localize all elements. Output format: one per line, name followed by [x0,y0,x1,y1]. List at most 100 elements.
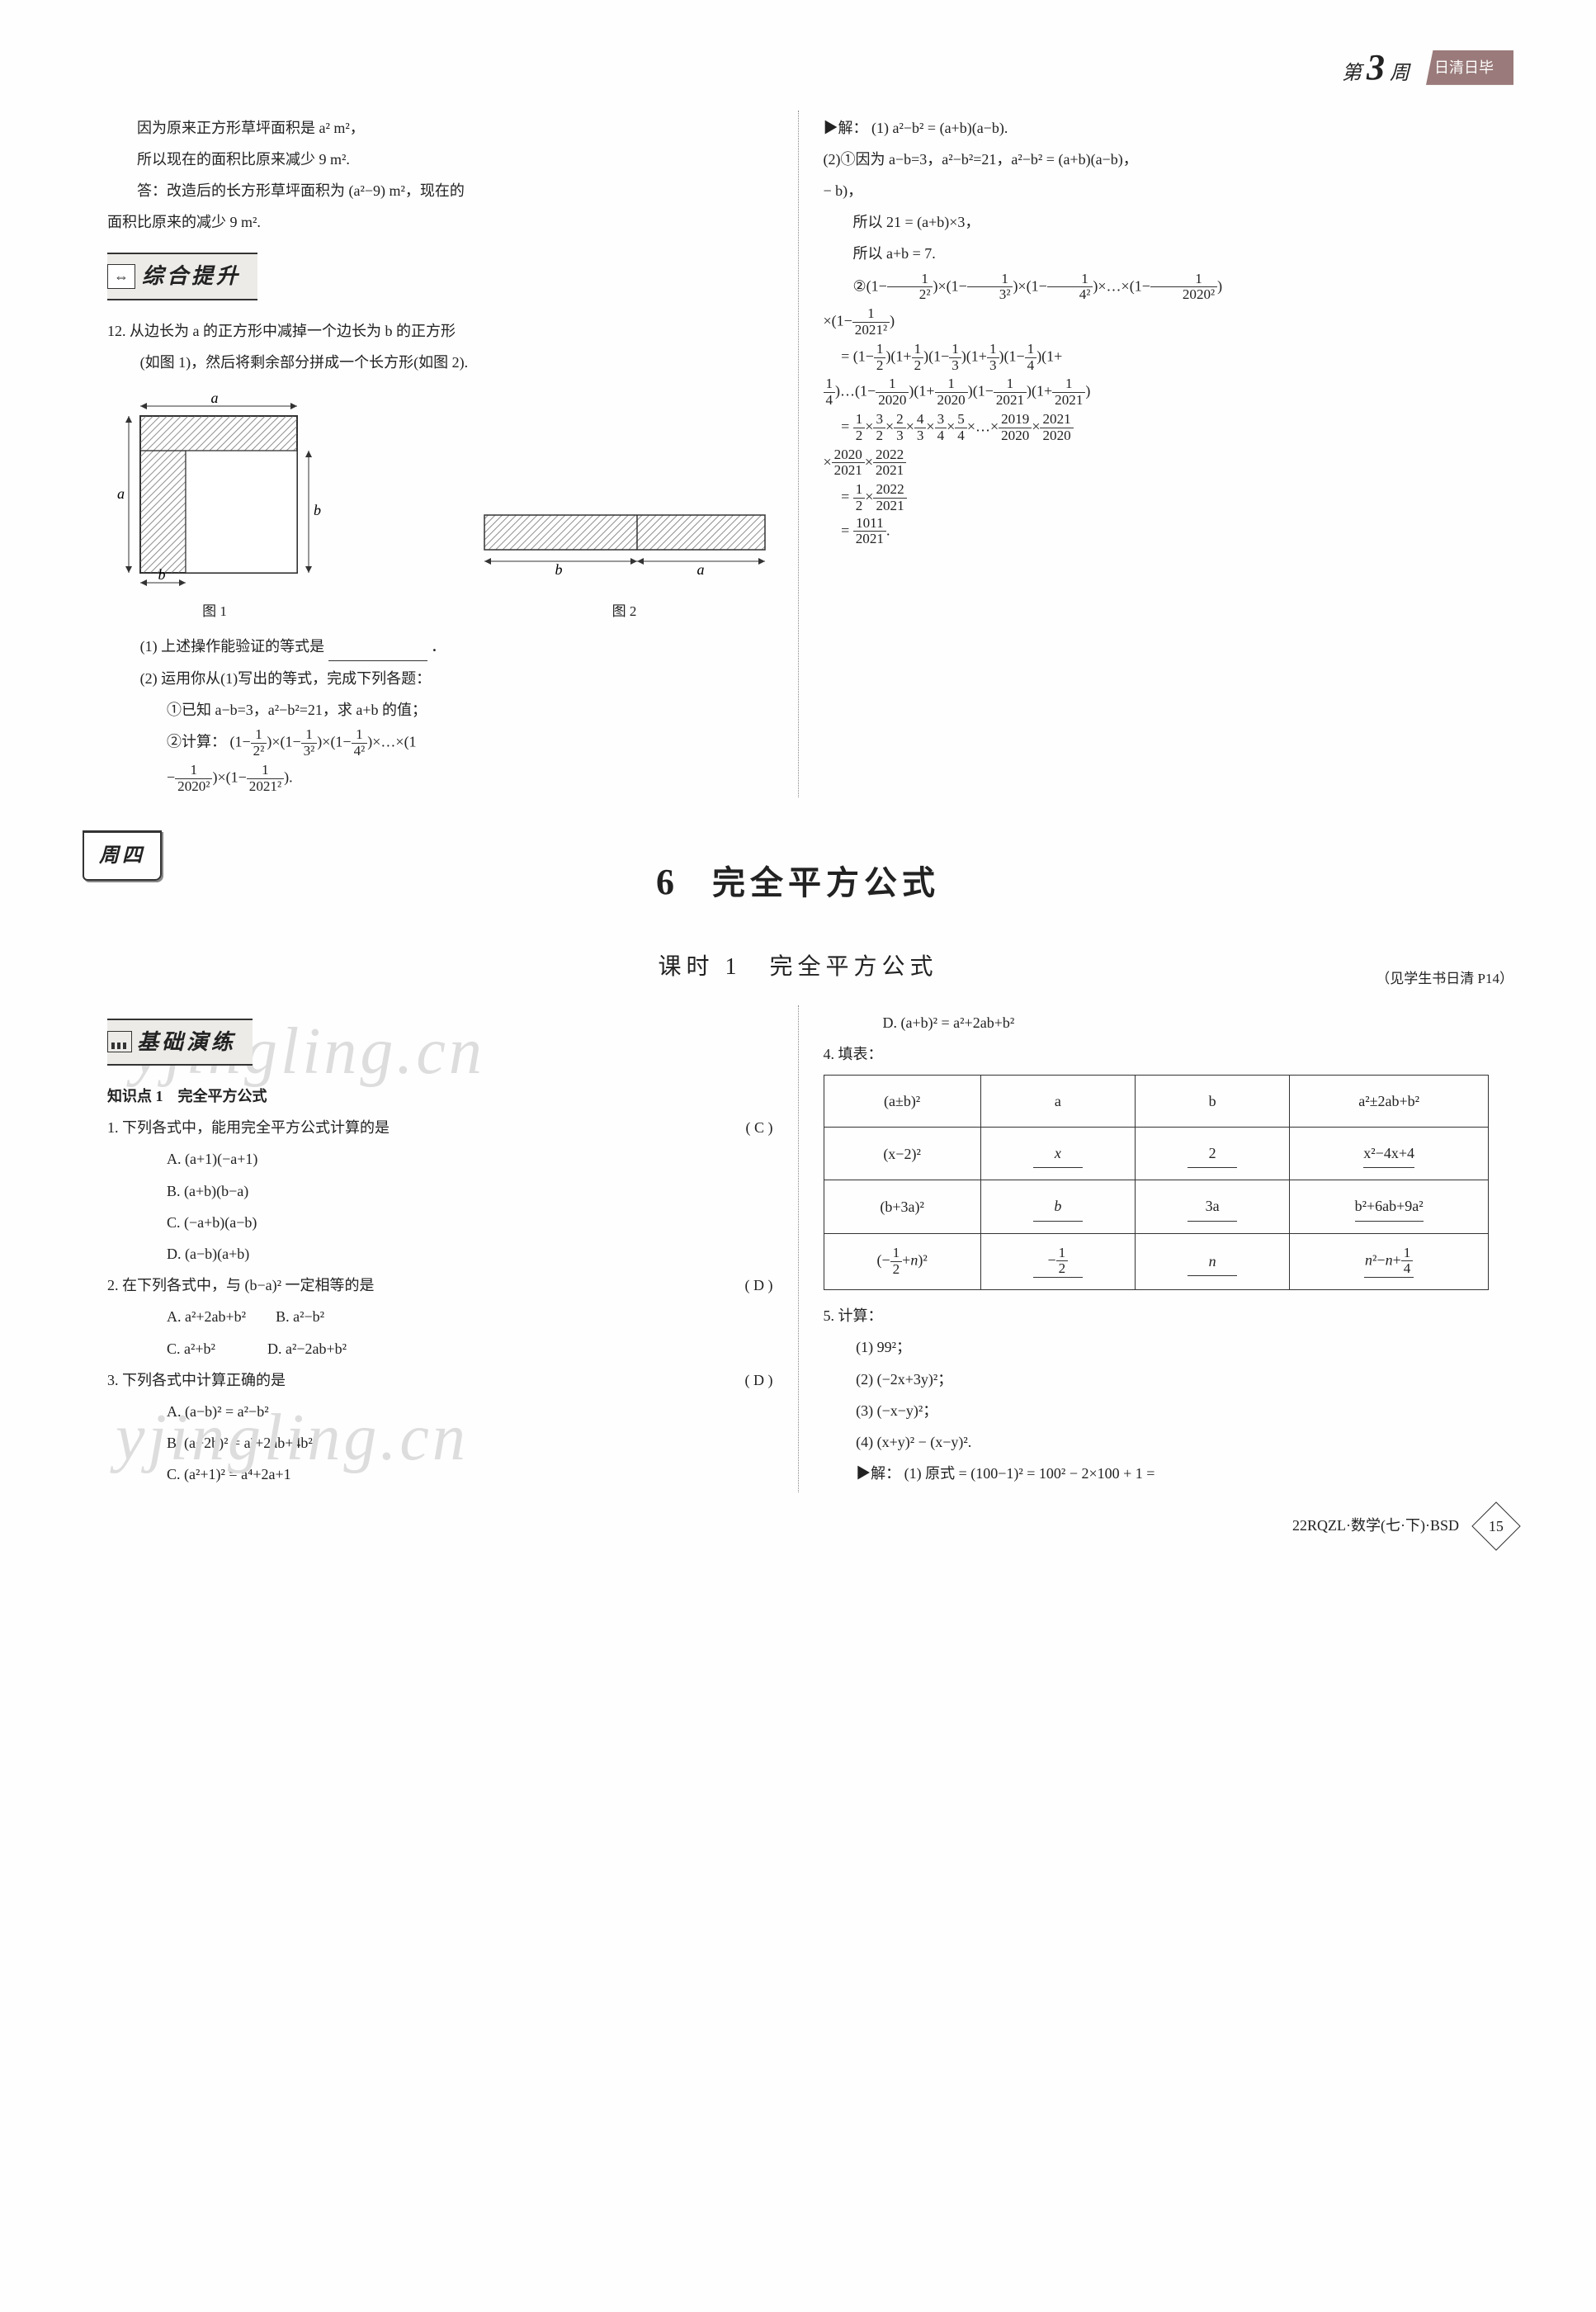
cell: (b+3a)² [824,1180,980,1233]
q5-2: (2) (−2x+3y)²； [824,1365,1490,1393]
q1-ans: ( C ) [746,1113,773,1142]
th: (a±b)² [824,1076,980,1128]
svg-text:b: b [158,566,166,583]
q12-part1: (1) 上述操作能验证的等式是 ． [107,632,773,661]
upper-right-col: ▶解： (1) a²−b² = (a+b)(a−b). (2)①因为 a−b=3… [799,111,1514,798]
q1-B: B. (a+b)(b−a) [107,1177,773,1205]
upper-columns: 因为原来正方形草坪面积是 a² m²， 所以现在的面积比原来减少 9 m². 答… [83,111,1513,798]
cell: n²−n+14 [1290,1233,1489,1290]
dot: . [886,522,890,538]
footer-code: 22RQZL·数学(七·下)·BSD [1292,1511,1459,1539]
q12-stem2: (如图 1)，然后将剩余部分拼成一个长方形(如图 2). [107,348,773,376]
week-number: 3 [1367,47,1385,87]
svg-text:a: a [696,561,704,578]
section-basics: 基础演练 [107,1019,253,1066]
blank [328,632,427,661]
cell: (−12+n)² [824,1233,980,1290]
q2-D: D. a²−2ab+b² [267,1340,347,1357]
q2-ans: ( D ) [745,1271,773,1299]
week-suffix: 周 [1390,63,1409,84]
figure-1: a a b b [107,391,322,625]
q1: 1. 下列各式中，能用完全平方公式计算的是 ( C ) A. (a+1)(−a+… [107,1113,773,1268]
table-row: (−12+n)² −12 n n²−n+14 [824,1233,1489,1290]
cell: 2 [1135,1128,1289,1180]
q4-label: 4. 填表： [824,1040,1490,1068]
q3-D: D. (a+b)² = a²+2ab+b² [824,1009,1490,1037]
q3-C: C. (a²+1)² = a⁴+2a+1 [107,1460,773,1488]
calc-line: ×(1−12021²) [824,306,1490,338]
sol-1: (1) a²−b² = (a+b)(a−b). [871,120,1008,136]
lesson-note: （见学生书日清 P14） [1376,966,1513,992]
line: 面积比原来的减少 9 m². [107,208,773,236]
lesson-title: 课时 1 完全平方公式 [83,945,1513,989]
cell: b²+6ab+9a² [1290,1180,1489,1233]
q5-3: (3) (−x−y)²； [824,1397,1490,1425]
q5-4: (4) (x+y)² − (x−y)². [824,1428,1490,1456]
sol-line: (2)①因为 a−b=3，a²−b²=21，a²−b² = (a+b)(a−b)… [824,145,1490,173]
knowledge-point: 知识点 1 完全平方公式 [107,1082,773,1110]
chapter-num: 6 [656,862,679,902]
page-number-diamond: 15 [1471,1501,1520,1550]
q5-1: (1) 99²； [824,1333,1490,1361]
line: 答：改造后的长方形草坪面积为 (a²−9) m²，现在的 [107,177,773,205]
calc-final: = 10112021. [841,516,1489,548]
page-header: 第 3 周 日清日毕 [83,33,1513,102]
calc-line: ×20202021×20222021 [824,447,1490,480]
line: 所以现在的面积比原来减少 9 m². [107,145,773,173]
q2-CD: C. a²+b² D. a²−2ab+b² [107,1335,773,1363]
q3-A: A. (a−b)² = a²−b² [107,1397,773,1425]
q5-label: 5. 计算： [824,1302,1490,1330]
cell: −12 [980,1233,1135,1290]
q2-A: A. a²+2ab+b² [167,1308,246,1325]
fig2-label: 图 2 [476,598,773,625]
calc-line: = 12×20222021 [841,482,1489,514]
basics-title: 基础演练 [137,1022,236,1062]
th: b [1135,1076,1289,1128]
q12-part2: (2) 运用你从(1)写出的等式，完成下列各题： [107,664,773,693]
figure-2-svg: b a [476,499,773,589]
cell: 3a [1135,1180,1289,1233]
chapter-row: 周四 6 完全平方公式 [83,797,1513,916]
q12-stem1: 12. 从边长为 a 的正方形中减掉一个边长为 b 的正方形 [107,317,773,345]
section-title: 综合提升 [142,256,241,296]
line: 因为原来正方形草坪面积是 a² m²， [107,114,773,142]
figures: a a b b [107,391,773,625]
fig1-label: 图 1 [107,598,322,625]
cell: x²−4x+4 [1290,1128,1489,1180]
q12-p2b-pre: ②计算： [167,734,226,750]
q5-sol1: (1) 原式 = (100−1)² = 100² − 2×100 + 1 = [904,1465,1155,1482]
table-row: (a±b)² a b a²±2ab+b² [824,1076,1489,1128]
section-synth: ⇔ 综合提升 [107,253,257,300]
badge: 日清日毕 [1426,50,1513,85]
q2: 2. 在下列各式中，与 (b−a)² 一定相等的是 ( D ) A. a²+2a… [107,1271,773,1363]
q12-p2b: ②计算： (1−12²)×(1−13²)×(1−14²)×…×(1 [107,727,773,759]
th: a [980,1076,1135,1128]
q2-stem: 2. 在下列各式中，与 (b−a)² 一定相等的是 [107,1277,375,1293]
q2-B: B. a²−b² [276,1308,324,1325]
lower-columns: yjingling.cn 基础演练 知识点 1 完全平方公式 1. 下列各式中，… [83,1005,1513,1492]
arrow-icon: ⇔ [107,264,135,289]
q3-stem: 3. 下列各式中计算正确的是 [107,1372,286,1388]
q2-AB: A. a²+2ab+b² B. a²−b² [107,1303,773,1331]
cell: n [1135,1233,1289,1290]
q12-p2a: ①已知 a−b=3，a²−b²=21，求 a+b 的值； [107,696,773,724]
day-tab: 周四 [83,830,162,881]
calc-line: = (1−12)(1+12)(1−13)(1+13)(1−14)(1+ [841,342,1489,374]
sol-label: 解： [871,1465,900,1482]
cell: b [980,1180,1135,1233]
sol-line: − b)， [824,177,1490,205]
q3: 3. 下列各式中计算正确的是 ( D ) A. (a−b)² = a²−b² B… [107,1366,773,1489]
week-label: 第 3 周 [1342,33,1409,102]
svg-text:b: b [314,502,321,518]
period: ． [431,638,446,655]
eq: = [841,522,849,538]
q3-ans: ( D ) [745,1366,773,1394]
period: . [289,768,293,785]
chart-icon [107,1031,132,1052]
footer: 22RQZL·数学(七·下)·BSD 15 [83,1509,1513,1544]
calc-line: = 12×32×23×43×34×54×…×20192020×20212020 [841,412,1489,444]
svg-text:a: a [117,485,125,502]
figure-1-svg: a a b b [107,391,322,589]
chapter-name: 完全平方公式 [712,864,940,901]
sol-2: (2)①因为 a−b=3，a²−b²=21，a²−b² = (a+b)(a−b)… [824,151,1138,168]
